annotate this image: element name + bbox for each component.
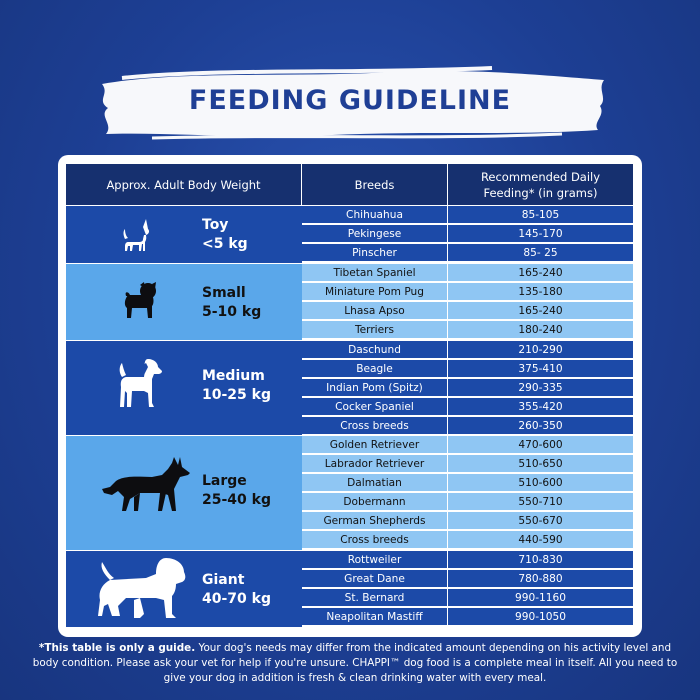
- feeding-cell: 210-290: [448, 341, 633, 359]
- feeding-cell: 990-1050: [448, 608, 633, 626]
- table-row: Lhasa Apso 165-240: [302, 302, 633, 320]
- feeding-cell: 375-410: [448, 360, 633, 378]
- table-row: Dobermann 550-710: [302, 493, 633, 511]
- table-row: Pinscher 85- 25: [302, 244, 633, 262]
- table-row: Pekingese 145-170: [302, 225, 633, 243]
- breed-cell: Cocker Spaniel: [302, 398, 448, 416]
- feeding-cell: 355-420: [448, 398, 633, 416]
- feeding-cell: 165-240: [448, 264, 633, 282]
- header-feeding: Recommended Daily Feeding* (in grams): [480, 169, 601, 200]
- footnote-lead: *This table is only a guide.: [38, 642, 196, 654]
- breed-cell: Beagle: [302, 360, 448, 378]
- feeding-cell: 180-240: [448, 321, 633, 339]
- table-row: Neapolitan Mastiff 990-1050: [302, 608, 633, 626]
- header-breeds: Breeds: [302, 164, 448, 205]
- breed-cell: Indian Pom (Spitz): [302, 379, 448, 397]
- breed-cell: Rottweiler: [302, 551, 448, 569]
- breed-cell: Dalmatian: [302, 474, 448, 492]
- table-row: Tibetan Spaniel 165-240: [302, 264, 633, 282]
- group-medium: Medium 10-25 kg: [66, 341, 302, 435]
- table-row: Chihuahua 85-105: [302, 206, 633, 224]
- german-shepherd-icon: [102, 457, 190, 511]
- footnote: *This table is only a guide. Your dog's …: [30, 641, 680, 686]
- feeding-cell: 510-600: [448, 474, 633, 492]
- feeding-cell: 85-105: [448, 206, 633, 224]
- feeding-cell: 510-650: [448, 455, 633, 473]
- saint-bernard-icon: [98, 558, 186, 618]
- group-small: Small 5-10 kg: [66, 264, 302, 340]
- feeding-cell: 85- 25: [448, 244, 633, 262]
- feeding-cell: 550-670: [448, 512, 633, 530]
- breed-cell: Chihuahua: [302, 206, 448, 224]
- breed-cell: Pekingese: [302, 225, 448, 243]
- group-label: Medium 10-25 kg: [202, 368, 271, 403]
- feeding-cell: 440-590: [448, 531, 633, 549]
- breed-cell: Terriers: [302, 321, 448, 339]
- feeding-cell: 145-170: [448, 225, 633, 243]
- feeding-cell: 165-240: [448, 302, 633, 320]
- breed-cell: Golden Retriever: [302, 436, 448, 454]
- table-row: Golden Retriever 470-600: [302, 436, 633, 454]
- breed-cell: Labrador Retriever: [302, 455, 448, 473]
- breed-cell: Daschund: [302, 341, 448, 359]
- group-label: Large 25-40 kg: [202, 473, 271, 508]
- table-row: Dalmatian 510-600: [302, 474, 633, 492]
- feeding-cell: 710-830: [448, 551, 633, 569]
- breed-cell: German Shepherds: [302, 512, 448, 530]
- table-row: Rottweiler 710-830: [302, 551, 633, 569]
- group-label: Toy <5 kg: [202, 217, 248, 252]
- table-row: Labrador Retriever 510-650: [302, 455, 633, 473]
- pug-icon: [124, 282, 156, 318]
- header-weight: Approx. Adult Body Weight: [66, 164, 302, 205]
- breed-cell: Neapolitan Mastiff: [302, 608, 448, 626]
- page-title: FEEDING GUIDELINE: [188, 85, 512, 116]
- table-row: German Shepherds 550-670: [302, 512, 633, 530]
- table-row: Cross breeds 440-590: [302, 531, 633, 549]
- breed-cell: Cross breeds: [302, 531, 448, 549]
- table-row: Daschund 210-290: [302, 341, 633, 359]
- breed-cell: Great Dane: [302, 570, 448, 588]
- breed-cell: Lhasa Apso: [302, 302, 448, 320]
- breed-cell: Tibetan Spaniel: [302, 264, 448, 282]
- feeding-cell: 470-600: [448, 436, 633, 454]
- breed-cell: Dobermann: [302, 493, 448, 511]
- table-row: Terriers 180-240: [302, 321, 633, 339]
- table-row: Cocker Spaniel 355-420: [302, 398, 633, 416]
- feeding-cell: 290-335: [448, 379, 633, 397]
- feeding-cell: 135-180: [448, 283, 633, 301]
- group-toy: Toy <5 kg: [66, 206, 302, 263]
- breed-cell: Cross breeds: [302, 417, 448, 435]
- table-header: Approx. Adult Body Weight Breeds Recomme…: [66, 164, 633, 205]
- table-row: Great Dane 780-880: [302, 570, 633, 588]
- breed-cell: Miniature Pom Pug: [302, 283, 448, 301]
- feeding-cell: 260-350: [448, 417, 633, 435]
- table-row: Cross breeds 260-350: [302, 417, 633, 435]
- feeding-cell: 990-1160: [448, 589, 633, 607]
- table-row: St. Bernard 990-1160: [302, 589, 633, 607]
- table-row: Miniature Pom Pug 135-180: [302, 283, 633, 301]
- breed-cell: St. Bernard: [302, 589, 448, 607]
- table-row: Beagle 375-410: [302, 360, 633, 378]
- beagle-icon: [119, 359, 162, 407]
- chihuahua-icon: [123, 219, 150, 251]
- table-row: Indian Pom (Spitz) 290-335: [302, 379, 633, 397]
- group-label: Giant 40-70 kg: [202, 572, 271, 607]
- brush-stroke-banner: [102, 66, 604, 140]
- group-label: Small 5-10 kg: [202, 285, 262, 320]
- feeding-cell: 780-880: [448, 570, 633, 588]
- breed-cell: Pinscher: [302, 244, 448, 262]
- feeding-cell: 550-710: [448, 493, 633, 511]
- footnote-body: Your dog's needs may differ from the ind…: [32, 642, 678, 684]
